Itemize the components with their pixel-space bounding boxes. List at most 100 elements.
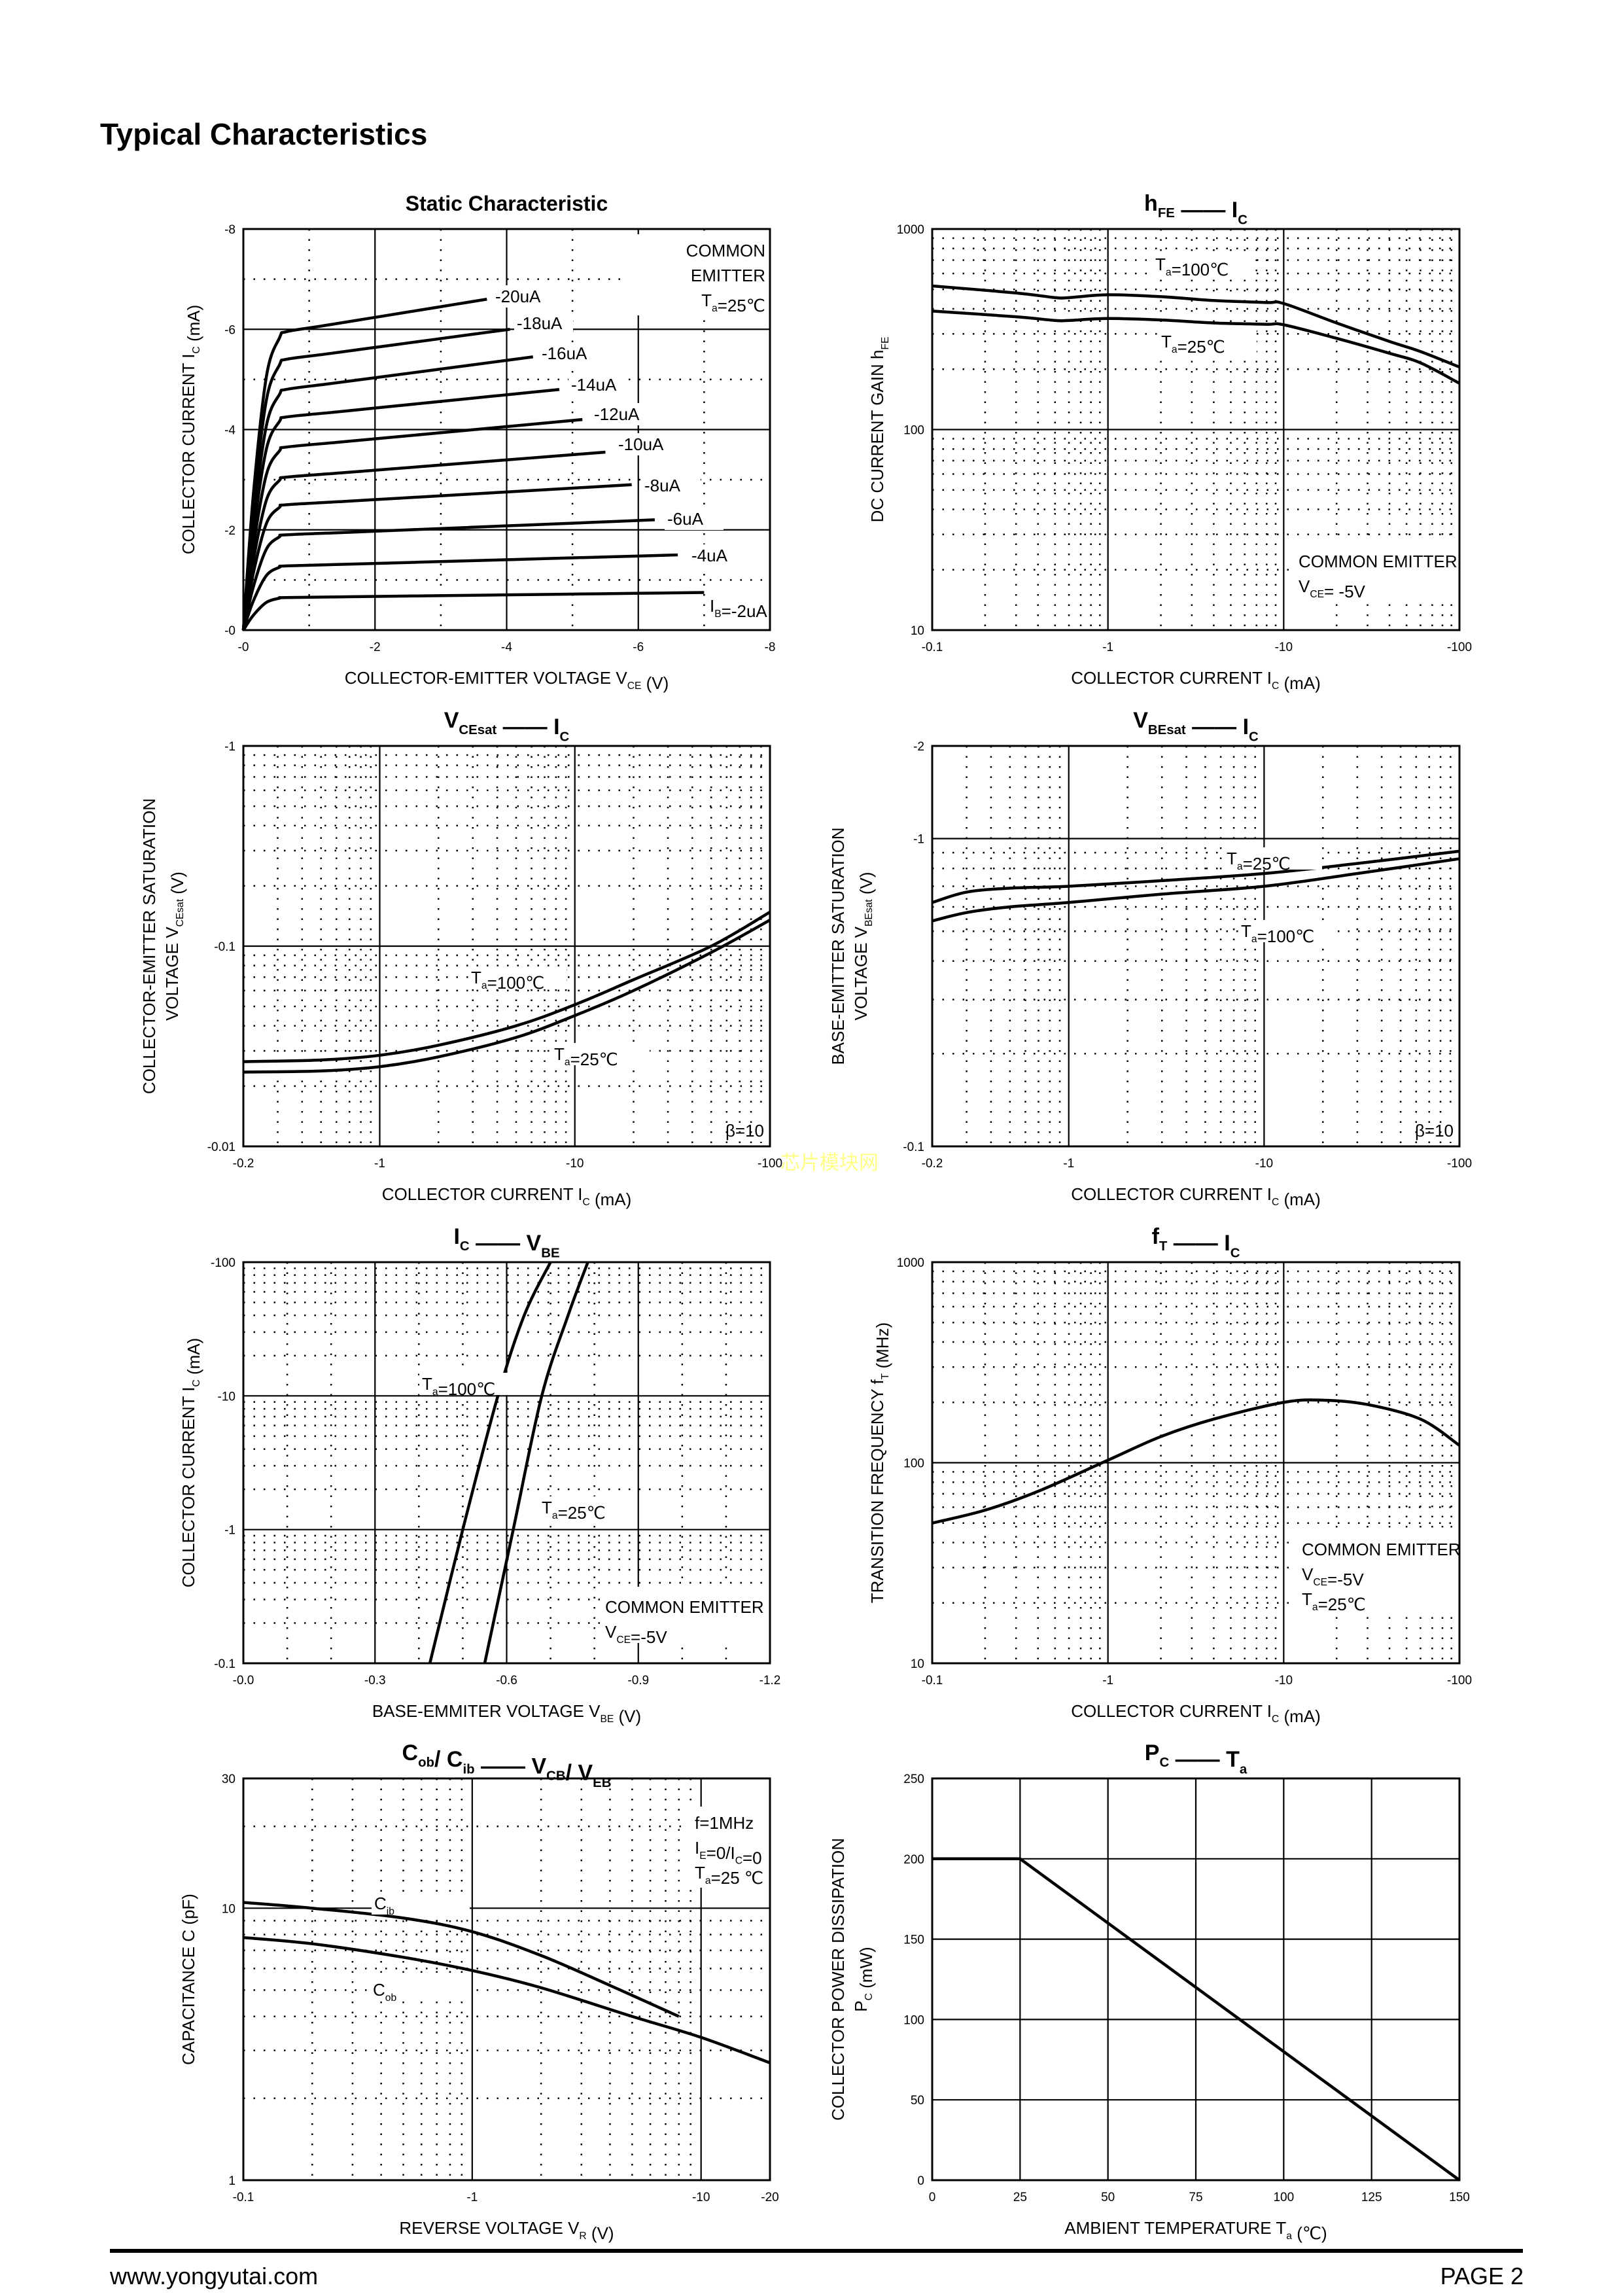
series-label-bg	[1159, 330, 1257, 353]
series-label: -12uA	[594, 404, 640, 424]
series-label-bg	[1238, 920, 1336, 942]
series-label: Cib	[374, 1894, 394, 1917]
y-tick-label: 10	[911, 1657, 924, 1671]
series-line-Cob	[243, 1935, 771, 2064]
y-axis-label: BASE-EMITTER SATURATION	[828, 827, 848, 1065]
series-line--18uA	[241, 328, 510, 631]
plot-frame	[242, 1261, 771, 1665]
y-tick-label: -100	[211, 1256, 236, 1270]
series-label: -18uA	[517, 313, 563, 333]
series-label-bg	[370, 1979, 468, 2001]
series-line-Ta=25℃	[932, 309, 1461, 385]
y-tick-label: 1	[228, 2174, 236, 2188]
y-tick-label: -8	[224, 223, 236, 237]
x-tick-label: -10	[1275, 1674, 1293, 1687]
series-label-bg	[493, 285, 551, 308]
series-label: -14uA	[571, 375, 617, 395]
y-axis-label: COLLECTOR CURRENT IC (mA)	[179, 305, 203, 555]
plot-frame	[931, 1261, 1461, 1665]
plot-frame	[242, 1777, 771, 2181]
y-axis-label-secondary: VOLTAGE VBEsat (V)	[851, 872, 876, 1020]
x-axis-label: COLLECTOR CURRENT IC (mA)	[1071, 1701, 1321, 1726]
x-tick-label: -0.3	[364, 1674, 386, 1687]
y-tick-label: -2	[913, 740, 924, 754]
x-tick-label: 100	[1273, 2191, 1294, 2204]
annotation-text: VCE= -5V	[1299, 576, 1366, 601]
series-label: -10uA	[618, 434, 664, 454]
plot-frame	[931, 745, 1461, 1148]
y-tick-label: -0.1	[214, 1657, 236, 1671]
series-line--12uA	[241, 417, 583, 631]
chart-vcesat: β=10 Ta=100℃ Ta=25℃ -0.2 -1 -10 -100 -0.01 -0.1 -…	[139, 708, 929, 1209]
y-tick-label: -10	[218, 1390, 236, 1404]
x-axis-label: BASE-EMMITER VOLTAGE VBE (V)	[372, 1701, 641, 1726]
series-line-Ta=100℃	[428, 1262, 552, 1664]
x-tick-label: -6	[633, 641, 644, 654]
y-axis-label: COLLECTOR POWER DISSIPATION	[828, 1838, 848, 2121]
series-label: -16uA	[542, 344, 587, 363]
y-axis-label: TRANSITION FREQUENCY fT (MHz)	[867, 1322, 892, 1603]
x-axis-label: AMBIENT TEMPERATURE Ta (℃)	[1064, 2218, 1327, 2243]
page-title: Typical Characteristics	[100, 117, 428, 151]
annotation-text: VCE=-5V	[605, 1622, 667, 1647]
x-tick-label: -1	[1102, 641, 1113, 654]
annotation-bg	[600, 1587, 770, 1643]
annotation-bg	[1293, 541, 1463, 597]
footer-rule	[110, 2249, 1523, 2253]
series-label: Ta=25℃	[554, 1044, 618, 1069]
x-tick-label: -0.6	[496, 1674, 517, 1687]
series-label-bg	[419, 1373, 517, 1395]
series-label-bg	[539, 1496, 637, 1519]
y-tick-label: 250	[903, 1773, 924, 1786]
x-tick-label: 75	[1189, 2191, 1202, 2204]
footer-url[interactable]: www.yongyutai.com	[110, 2263, 319, 2289]
annotation-bg	[1297, 1529, 1467, 1610]
y-axis-label: COLLECTOR CURRENT IC (mA)	[179, 1338, 203, 1588]
y-tick-label: -0	[224, 624, 236, 638]
series-label-bg	[1224, 847, 1322, 870]
series-label: Ta=100℃	[471, 968, 544, 993]
series-label: -8uA	[644, 476, 681, 495]
x-tick-label: -10	[692, 2191, 710, 2204]
annotation-text: COMMON EMITTER	[1299, 552, 1457, 571]
series-label: -4uA	[691, 546, 728, 565]
y-tick-label: 100	[903, 2013, 924, 2027]
y-tick-label: 10	[222, 1902, 236, 1916]
chart-title: Cob/ Cib —— VCB/ VEB	[402, 1740, 612, 1790]
series-label: Ta=100℃	[422, 1374, 495, 1399]
x-tick-label: -1.2	[759, 1674, 781, 1687]
y-tick-label: -1	[224, 1524, 236, 1538]
footer-page-number: PAGE 2	[1440, 2263, 1524, 2289]
annotation-text: IE=0/IC=0	[695, 1838, 762, 1868]
x-tick-label: -0.9	[627, 1674, 649, 1687]
y-tick-label: 10	[911, 624, 924, 638]
annotation-text: β=10	[725, 1121, 764, 1140]
y-axis-label: CAPACITANCE C (pF)	[179, 1894, 198, 2065]
series-line-Ta=25℃	[483, 1262, 589, 1664]
x-tick-label: -1	[1102, 1674, 1113, 1687]
series-label-bg	[568, 374, 627, 396]
series-label-bg	[551, 1043, 650, 1065]
x-tick-label: -1	[1063, 1157, 1074, 1171]
x-tick-label: -100	[1447, 1157, 1472, 1171]
chart-title: Static Characteristic	[406, 192, 608, 215]
chart-icvbe: COMMON EMITTER VCE=-5V Ta=100℃ Ta=25℃ -0.0 -0…	[179, 1224, 780, 1726]
series-label-bg	[468, 966, 567, 989]
series-label-bg	[689, 544, 748, 567]
x-tick-label: -0.1	[922, 641, 943, 654]
y-axis-label: DC CURRENT GAIN hFE	[867, 337, 891, 523]
series-label: Ta=100℃	[1241, 921, 1314, 946]
x-tick-label: -8	[765, 641, 776, 654]
series-label-bg	[539, 342, 598, 364]
x-tick-label: -0.1	[233, 2191, 254, 2204]
x-axis-label: COLLECTOR CURRENT IC (mA)	[382, 1184, 632, 1209]
annotation-text: VCE=-5V	[1302, 1564, 1364, 1589]
series-line-Ta=25℃	[243, 919, 771, 1074]
y-tick-label: -6	[224, 323, 236, 337]
annotation-bg	[688, 1807, 773, 1888]
annotation-text: COMMON	[686, 241, 765, 260]
x-tick-label: 25	[1013, 2191, 1027, 2204]
series-line-fT	[932, 1398, 1461, 1525]
